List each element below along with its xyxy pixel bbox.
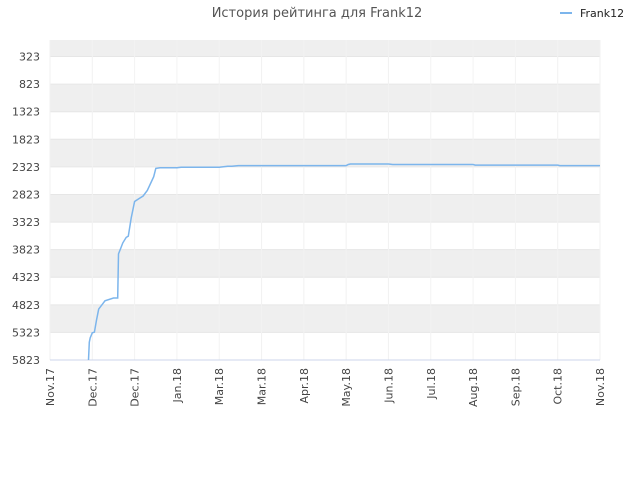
x-tick-label: Sep.18 bbox=[509, 368, 522, 406]
x-tick-label: May.18 bbox=[340, 368, 353, 407]
x-tick-label: Nov.17 bbox=[44, 368, 57, 406]
plot-band bbox=[50, 304, 600, 333]
x-tick-label: Mar.18 bbox=[256, 368, 269, 405]
plot-band bbox=[50, 56, 600, 85]
plot-band bbox=[50, 277, 600, 305]
x-tick-label: Oct.18 bbox=[552, 368, 565, 405]
y-tick-label: 1823 bbox=[12, 133, 40, 146]
y-tick-label: 3823 bbox=[12, 244, 40, 257]
y-tick-label: 2323 bbox=[12, 161, 40, 174]
series-line-frank12 bbox=[87, 163, 600, 361]
y-axis-ticks: 323 823 1323 1823 2323 2823 3323 3823 4323 4823 53… bbox=[12, 51, 40, 367]
chart-title: История рейтинга для Frank12 bbox=[212, 6, 423, 21]
x-tick-label: Dec.17 bbox=[86, 368, 99, 407]
y-tick-label: 5823 bbox=[12, 354, 40, 367]
x-tick-label: Jun.18 bbox=[382, 368, 395, 404]
y-tick-label: 823 bbox=[19, 78, 40, 91]
x-tick-label: Jul.18 bbox=[425, 368, 438, 400]
plot-band bbox=[50, 222, 600, 250]
x-tick-label: Aug.18 bbox=[467, 368, 480, 407]
plot-band bbox=[50, 249, 600, 278]
plot-band bbox=[50, 166, 600, 195]
x-axis-ticks: Nov.17 Dec.17 Dec.17 Jan.18 Mar.18 Mar.18 Apr.… bbox=[44, 368, 607, 407]
plot-band bbox=[50, 111, 600, 140]
x-tick-label: Mar.18 bbox=[213, 368, 226, 405]
legend-label: Frank12 bbox=[580, 7, 624, 20]
x-tick-label: Apr.18 bbox=[298, 368, 311, 404]
plot-band bbox=[50, 84, 600, 112]
x-tick-label: Nov.18 bbox=[594, 368, 607, 406]
y-tick-label: 3323 bbox=[12, 216, 40, 229]
legend[interactable]: Frank12 bbox=[560, 7, 624, 20]
y-tick-label: 5323 bbox=[12, 326, 40, 339]
y-tick-label: 4323 bbox=[12, 271, 40, 284]
plot-bands bbox=[49, 40, 601, 361]
x-tick-label: Dec.17 bbox=[129, 368, 142, 407]
y-tick-label: 2823 bbox=[12, 188, 40, 201]
plot-band bbox=[50, 40, 600, 57]
y-tick-label: 1323 bbox=[12, 106, 40, 119]
y-tick-label: 4823 bbox=[12, 299, 40, 312]
y-tick-label: 323 bbox=[19, 51, 40, 64]
plot-band bbox=[50, 194, 600, 223]
plot-band bbox=[50, 332, 600, 360]
x-tick-label: Jan.18 bbox=[171, 368, 184, 403]
plot-band bbox=[50, 139, 600, 167]
